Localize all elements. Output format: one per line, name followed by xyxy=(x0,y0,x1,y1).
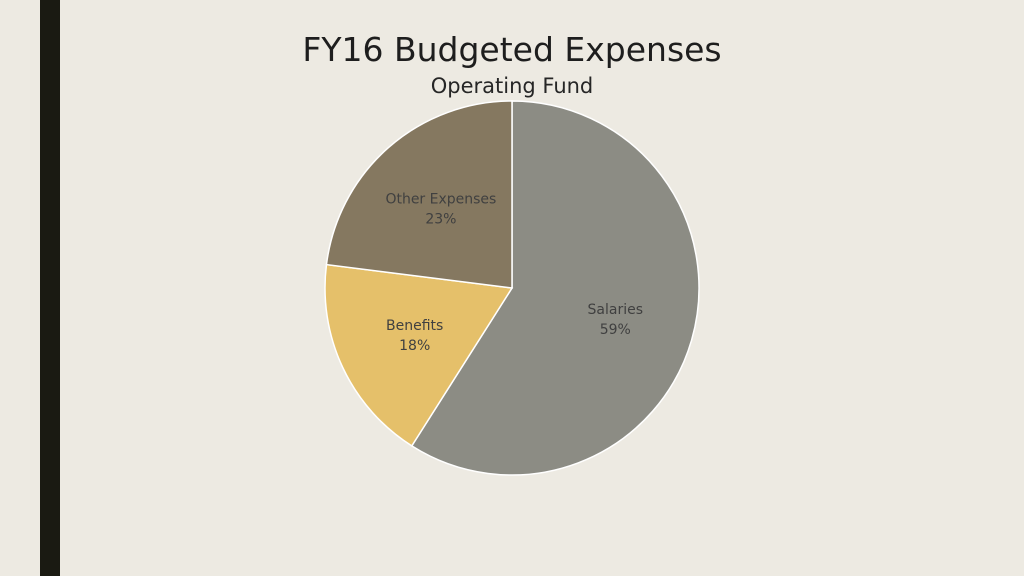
chart-subtitle: Operating Fund xyxy=(430,74,594,98)
slice-value-benefits: 18% xyxy=(399,338,430,354)
slice-value-salaries: 59% xyxy=(600,322,631,338)
pie-slice-other-expenses xyxy=(325,100,513,289)
slice-label-salaries: Salaries xyxy=(588,302,644,318)
pie-slice-benefits xyxy=(324,263,514,447)
chart-title: FY16 Budgeted Expenses xyxy=(302,30,722,69)
slice-label-other-expenses: Other Expenses xyxy=(385,191,496,207)
pie-labels: Salaries 59% Benefits 18% Other Expenses 23% xyxy=(385,191,643,353)
slice-value-other-expenses: 23% xyxy=(425,211,456,227)
pie-slice-salaries xyxy=(410,100,700,476)
pie-slices xyxy=(324,100,700,476)
slice-label-benefits: Benefits xyxy=(386,318,443,334)
side-accent-bar xyxy=(40,0,60,576)
